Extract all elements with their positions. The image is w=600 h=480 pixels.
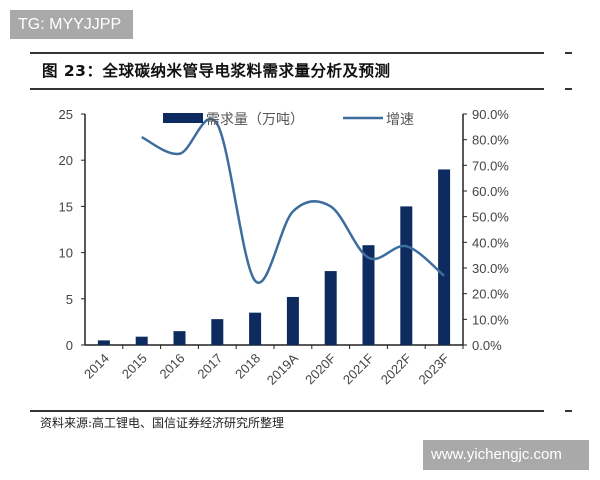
right-tick-label: 70.0% (472, 158, 509, 173)
right-tick-label: 10.0% (472, 312, 509, 327)
right-tick-label: 50.0% (472, 210, 509, 225)
right-tick-label: 20.0% (472, 287, 509, 302)
bar-2021F (362, 245, 375, 345)
source-rule (30, 410, 544, 412)
x-tick-label: 2019A (264, 350, 301, 387)
legend-bar-swatch (163, 113, 203, 123)
growth-line (141, 117, 445, 285)
right-tick-label: 40.0% (472, 235, 509, 250)
right-tick-label: 0.0% (472, 338, 502, 353)
margin-dash (565, 52, 572, 54)
margin-dash (565, 410, 572, 412)
bar-2023F (438, 169, 451, 345)
watermark-tg: TG: MYYJJPP (10, 10, 133, 39)
watermark-site: www.yichengjc.com (423, 440, 589, 470)
right-tick-label: 80.0% (472, 133, 509, 148)
left-tick-label: 10 (59, 246, 73, 261)
x-tick-label: 2014 (81, 351, 112, 382)
x-tick-label: 2016 (157, 351, 188, 382)
right-tick-label: 30.0% (472, 261, 509, 276)
source-note: 资料来源:高工锂电、国信证券经济研究所整理 (40, 416, 285, 430)
title-bottom-rule (30, 88, 544, 90)
bar-2015 (135, 336, 148, 345)
x-tick-label: 2022F (378, 350, 415, 387)
right-tick-label: 60.0% (472, 184, 509, 199)
bar-2020F (324, 271, 337, 345)
x-tick-label: 2015 (119, 351, 150, 382)
bar-2014 (97, 340, 110, 345)
legend-bar-label: 需求量（万吨） (206, 112, 304, 128)
figure-title: 图 23：全球碳纳米管导电浆料需求量分析及预测 (42, 62, 391, 80)
left-tick-label: 20 (59, 153, 73, 168)
x-tick-label: 2023F (416, 350, 453, 387)
left-tick-label: 0 (66, 338, 73, 353)
left-tick-label: 15 (59, 199, 73, 214)
bar-2018 (249, 312, 262, 345)
x-tick-label: 2020F (302, 350, 339, 387)
left-tick-label: 25 (59, 107, 73, 122)
bar-2019A (286, 296, 299, 345)
bar-2016 (173, 331, 186, 345)
left-tick-label: 5 (66, 292, 73, 307)
x-tick-label: 2021F (340, 350, 377, 387)
x-tick-label: 2017 (194, 351, 225, 382)
legend-line-label: 增速 (386, 112, 414, 128)
margin-dash (565, 88, 572, 90)
bar-2017 (211, 319, 224, 345)
x-tick-label: 2018 (232, 351, 263, 382)
title-top-rule (30, 52, 544, 54)
right-tick-label: 90.0% (472, 107, 509, 122)
bar-2022F (400, 206, 413, 345)
